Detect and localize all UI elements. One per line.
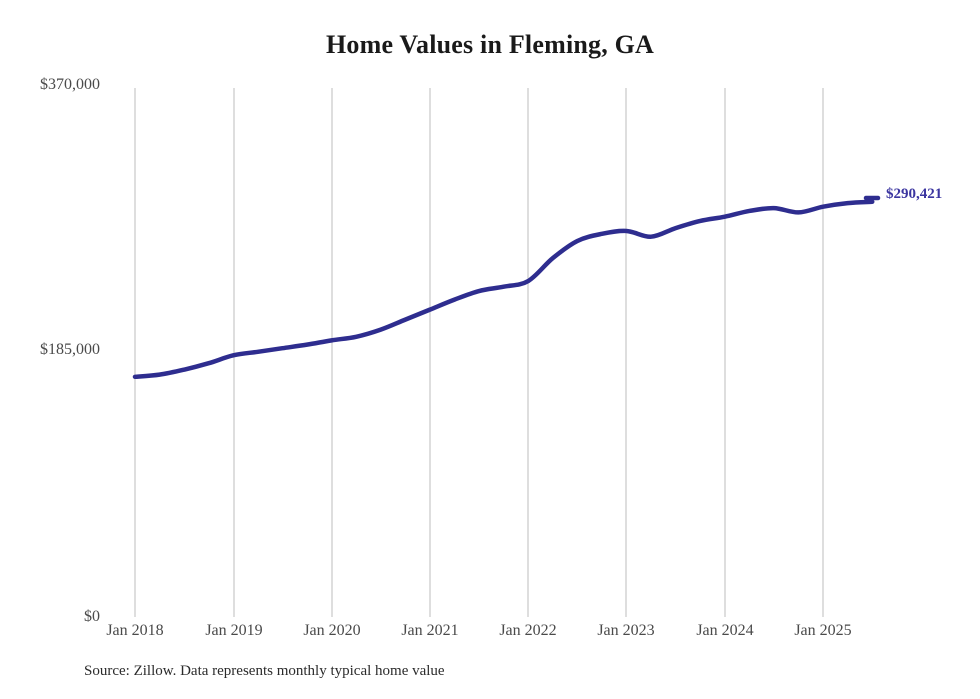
end-value-label: $290,421 bbox=[886, 186, 943, 202]
x-axis-tick-jan-2018: Jan 2018 bbox=[106, 622, 164, 639]
x-axis-tick-jan-2022: Jan 2022 bbox=[499, 622, 557, 639]
y-axis-tick-mid: $185,000 bbox=[40, 341, 100, 358]
chart-title: Home Values in Fleming, GA bbox=[325, 30, 655, 59]
x-axis-tick-jan-2023: Jan 2023 bbox=[597, 622, 655, 639]
x-axis-tick-jan-2020: Jan 2020 bbox=[303, 622, 361, 639]
home-value-line bbox=[132, 199, 875, 380]
y-axis-tick-bottom: $0 bbox=[84, 608, 100, 625]
x-axis-tick-jan-2024: Jan 2024 bbox=[696, 622, 754, 639]
source-note: Source: Zillow. Data represents monthly … bbox=[84, 663, 445, 679]
x-axis-tick-jan-2025: Jan 2025 bbox=[794, 622, 852, 639]
x-axis-tick-jan-2021: Jan 2021 bbox=[401, 622, 459, 639]
vertical-gridlines bbox=[134, 88, 824, 617]
x-axis-tick-jan-2019: Jan 2019 bbox=[205, 622, 263, 639]
y-axis-tick-top: $370,000 bbox=[40, 76, 100, 93]
